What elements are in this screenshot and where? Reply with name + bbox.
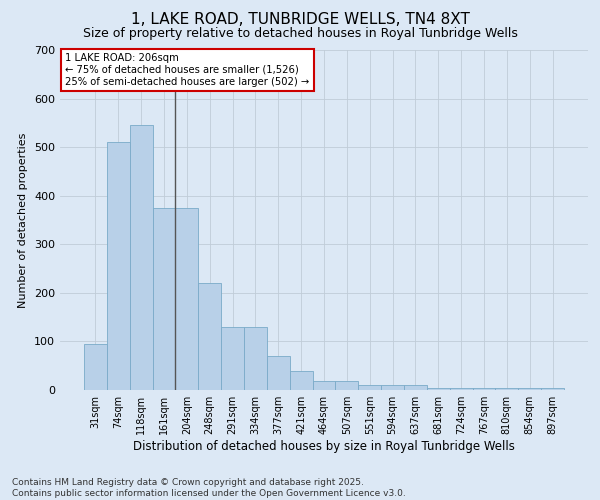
- Bar: [152, 208, 175, 390]
- Bar: [404, 385, 427, 390]
- Bar: [107, 142, 130, 390]
- Text: Size of property relative to detached houses in Royal Tunbridge Wells: Size of property relative to detached ho…: [83, 28, 517, 40]
- Bar: [518, 388, 541, 390]
- Bar: [84, 344, 107, 390]
- Bar: [450, 388, 473, 390]
- Text: 1 LAKE ROAD: 206sqm
← 75% of detached houses are smaller (1,526)
25% of semi-det: 1 LAKE ROAD: 206sqm ← 75% of detached ho…: [65, 54, 310, 86]
- Bar: [381, 385, 404, 390]
- Text: Contains HM Land Registry data © Crown copyright and database right 2025.
Contai: Contains HM Land Registry data © Crown c…: [12, 478, 406, 498]
- X-axis label: Distribution of detached houses by size in Royal Tunbridge Wells: Distribution of detached houses by size …: [133, 440, 515, 453]
- Bar: [496, 388, 518, 390]
- Bar: [244, 327, 267, 390]
- Bar: [267, 356, 290, 390]
- Text: 1, LAKE ROAD, TUNBRIDGE WELLS, TN4 8XT: 1, LAKE ROAD, TUNBRIDGE WELLS, TN4 8XT: [131, 12, 469, 28]
- Bar: [290, 370, 313, 390]
- Y-axis label: Number of detached properties: Number of detached properties: [19, 132, 28, 308]
- Bar: [313, 382, 335, 390]
- Bar: [427, 388, 450, 390]
- Bar: [473, 388, 496, 390]
- Bar: [541, 388, 564, 390]
- Bar: [175, 208, 198, 390]
- Bar: [130, 126, 152, 390]
- Bar: [358, 385, 381, 390]
- Bar: [335, 382, 358, 390]
- Bar: [221, 327, 244, 390]
- Bar: [198, 283, 221, 390]
